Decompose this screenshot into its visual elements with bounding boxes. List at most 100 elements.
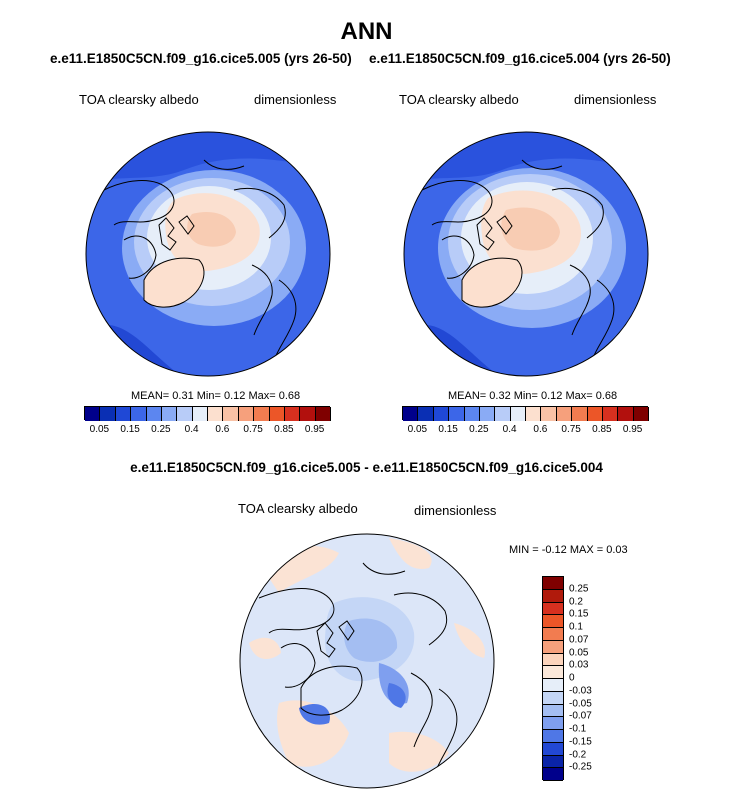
panel3-colorbar-swatch	[543, 742, 563, 756]
panel2-colorbar-swatch	[495, 407, 511, 421]
panel2-colorbar-swatch	[464, 407, 480, 421]
panel1-colorbar-ticks: 0.05 0.15 0.25 0.4 0.6 0.75 0.85 0.95	[84, 424, 330, 438]
panel1-min-value: 0.12	[223, 390, 246, 402]
panel1-colorbar-swatch	[177, 407, 193, 421]
case-label-left: e.e11.E1850C5CN.f09_g16.cice5.005 (yrs 2…	[50, 51, 352, 66]
panel3-colorbar-tick-label: 0.25	[569, 583, 589, 595]
panel2-colorbar-tick-label: 0.75	[561, 424, 581, 435]
panel2-colorbar-swatch	[526, 407, 542, 421]
panel2-colorbar-tick-label: 0.25	[469, 424, 489, 435]
panel3-colorbar-swatch	[543, 615, 563, 628]
panel2-colorbar	[402, 406, 649, 421]
figure-title: ANN	[340, 18, 393, 45]
panel3-colorbar-tick-label: -0.2	[569, 749, 587, 760]
panel3-colorbar-tick-label: 0.03	[569, 659, 589, 671]
panel3-colorbar-swatch	[543, 704, 563, 718]
panel1-colorbar-swatch	[100, 407, 116, 421]
panel1-variable-label: TOA clearsky albedo	[79, 92, 199, 107]
panel1-colorbar-swatch	[269, 407, 285, 421]
panel3-colorbar-tick-label: -0.1	[569, 723, 587, 735]
panel2-colorbar-swatch	[449, 407, 465, 421]
case-label-right: e.e11.E1850C5CN.f09_g16.cice5.004 (yrs 2…	[369, 51, 671, 66]
panel3-polar-map	[239, 533, 495, 789]
panel1-units-label: dimensionless	[254, 92, 337, 107]
panel3-colorbar	[542, 576, 564, 781]
panel2-colorbar-swatch	[587, 407, 603, 421]
panel3-colorbar-swatch	[543, 755, 563, 769]
panel1-colorbar-tick-label: 0.05	[89, 424, 110, 435]
panel1-max-label: Max=	[248, 390, 276, 402]
panel3-variable-label: TOA clearsky albedo	[238, 501, 358, 516]
panel2-colorbar-tick-label: 0.95	[622, 424, 643, 435]
panel2-mean-label: MEAN=	[448, 390, 487, 402]
panel2-colorbar-swatch	[602, 407, 619, 421]
panel2-max-value: 0.68	[595, 390, 618, 402]
panel3-colorbar-swatch	[543, 628, 563, 641]
panel2-colorbar-tick-label: 0.4	[502, 424, 517, 435]
panel2-colorbar-ticks: 0.05 0.15 0.25 0.4 0.6 0.75 0.85 0.95	[402, 424, 648, 438]
panel2-max-label: Max=	[565, 390, 593, 402]
panel1-colorbar-tick-label: 0.15	[120, 424, 140, 435]
panel3-colorbar-swatch	[543, 640, 563, 654]
panel2-polar-map	[403, 131, 649, 377]
panel2-colorbar-swatch	[418, 407, 434, 421]
panel1-colorbar-swatch	[192, 407, 208, 421]
panel2-colorbar-swatch	[556, 407, 573, 421]
panel1-stats: MEAN= 0.31 Min= 0.12 Max= 0.68	[131, 390, 300, 402]
panel3-colorbar-swatch	[543, 679, 563, 692]
panel3-units-label: dimensionless	[414, 503, 497, 518]
panel2-colorbar-swatch	[572, 407, 588, 421]
panel3-colorbar-tick-label: 0.1	[569, 621, 583, 633]
panel1-colorbar-swatch	[131, 407, 147, 421]
panel1-colorbar-tick-label: 0.25	[151, 424, 171, 435]
panel2-mean-value: 0.32	[489, 390, 511, 402]
panel3-colorbar-tick-label: 0.15	[569, 608, 589, 620]
panel3-colorbar-swatch	[543, 730, 563, 743]
panel3-colorbar-swatch	[543, 717, 563, 730]
panel2-colorbar-tick-label: 0.85	[592, 424, 612, 435]
panel2-colorbar-swatch	[433, 407, 450, 421]
panel2-colorbar-tick-label: 0.6	[533, 424, 548, 435]
panel3-colorbar-swatch	[543, 768, 563, 781]
panel3-colorbar-tick-label: 0.07	[569, 634, 589, 646]
panel3-colorbar-tick-label: -0.03	[569, 685, 592, 697]
difference-title: e.e11.E1850C5CN.f09_g16.cice5.005 - e.e1…	[130, 460, 603, 475]
panel1-colorbar-swatch	[300, 407, 316, 421]
panel3-stats: MIN = -0.12 MAX = 0.03	[509, 544, 628, 556]
panel1-mean-value: 0.31	[172, 390, 194, 402]
panel2-colorbar-swatch	[633, 407, 649, 421]
panel2-colorbar-swatch	[618, 407, 634, 421]
panel1-colorbar-swatch	[284, 407, 301, 421]
panel3-colorbar-swatch	[543, 691, 563, 705]
panel3-colorbar-swatch	[543, 602, 563, 616]
panel3-colorbar-swatch	[543, 653, 563, 667]
panel2-min-label: Min=	[513, 390, 538, 402]
panel1-colorbar-tick-label: 0.95	[304, 424, 325, 435]
panel2-colorbar-swatch	[403, 407, 419, 421]
panel3-colorbar-swatch	[543, 666, 563, 679]
panel1-colorbar-tick-label: 0.85	[274, 424, 294, 435]
panel2-variable-label: TOA clearsky albedo	[399, 92, 519, 107]
panel1-colorbar-tick-label: 0.75	[243, 424, 263, 435]
panel1-colorbar-swatch	[238, 407, 255, 421]
panel2-colorbar-tick-label: 0.15	[438, 424, 458, 435]
panel2-colorbar-tick-label: 0.05	[407, 424, 428, 435]
panel3-colorbar-ticks: 0.25 0.2 0.15 0.1 0.07 0.05 0.03 0 -0.03 -0.05 -0.…	[569, 576, 609, 780]
panel1-colorbar-swatch	[315, 407, 331, 421]
panel1-colorbar-swatch	[161, 407, 178, 421]
panel1-polar-map	[85, 131, 331, 377]
panel3-colorbar-swatch	[543, 589, 563, 603]
panel3-colorbar-tick-label: -0.07	[569, 710, 592, 722]
panel2-colorbar-swatch	[510, 407, 526, 421]
panel2-units-label: dimensionless	[574, 92, 657, 107]
panel1-colorbar	[84, 406, 331, 421]
panel1-colorbar-swatch	[146, 407, 162, 421]
panel1-max-value: 0.68	[278, 390, 301, 402]
panel1-colorbar-tick-label: 0.6	[215, 424, 230, 435]
panel1-min-label: Min=	[196, 390, 221, 402]
panel2-min-value: 0.12	[540, 390, 563, 402]
panel3-colorbar-tick-label: -0.15	[569, 736, 592, 748]
panel1-colorbar-swatch	[223, 407, 239, 421]
panel3-colorbar-tick-label: 0.2	[569, 596, 583, 607]
panel2-stats: MEAN= 0.32 Min= 0.12 Max= 0.68	[448, 390, 617, 402]
